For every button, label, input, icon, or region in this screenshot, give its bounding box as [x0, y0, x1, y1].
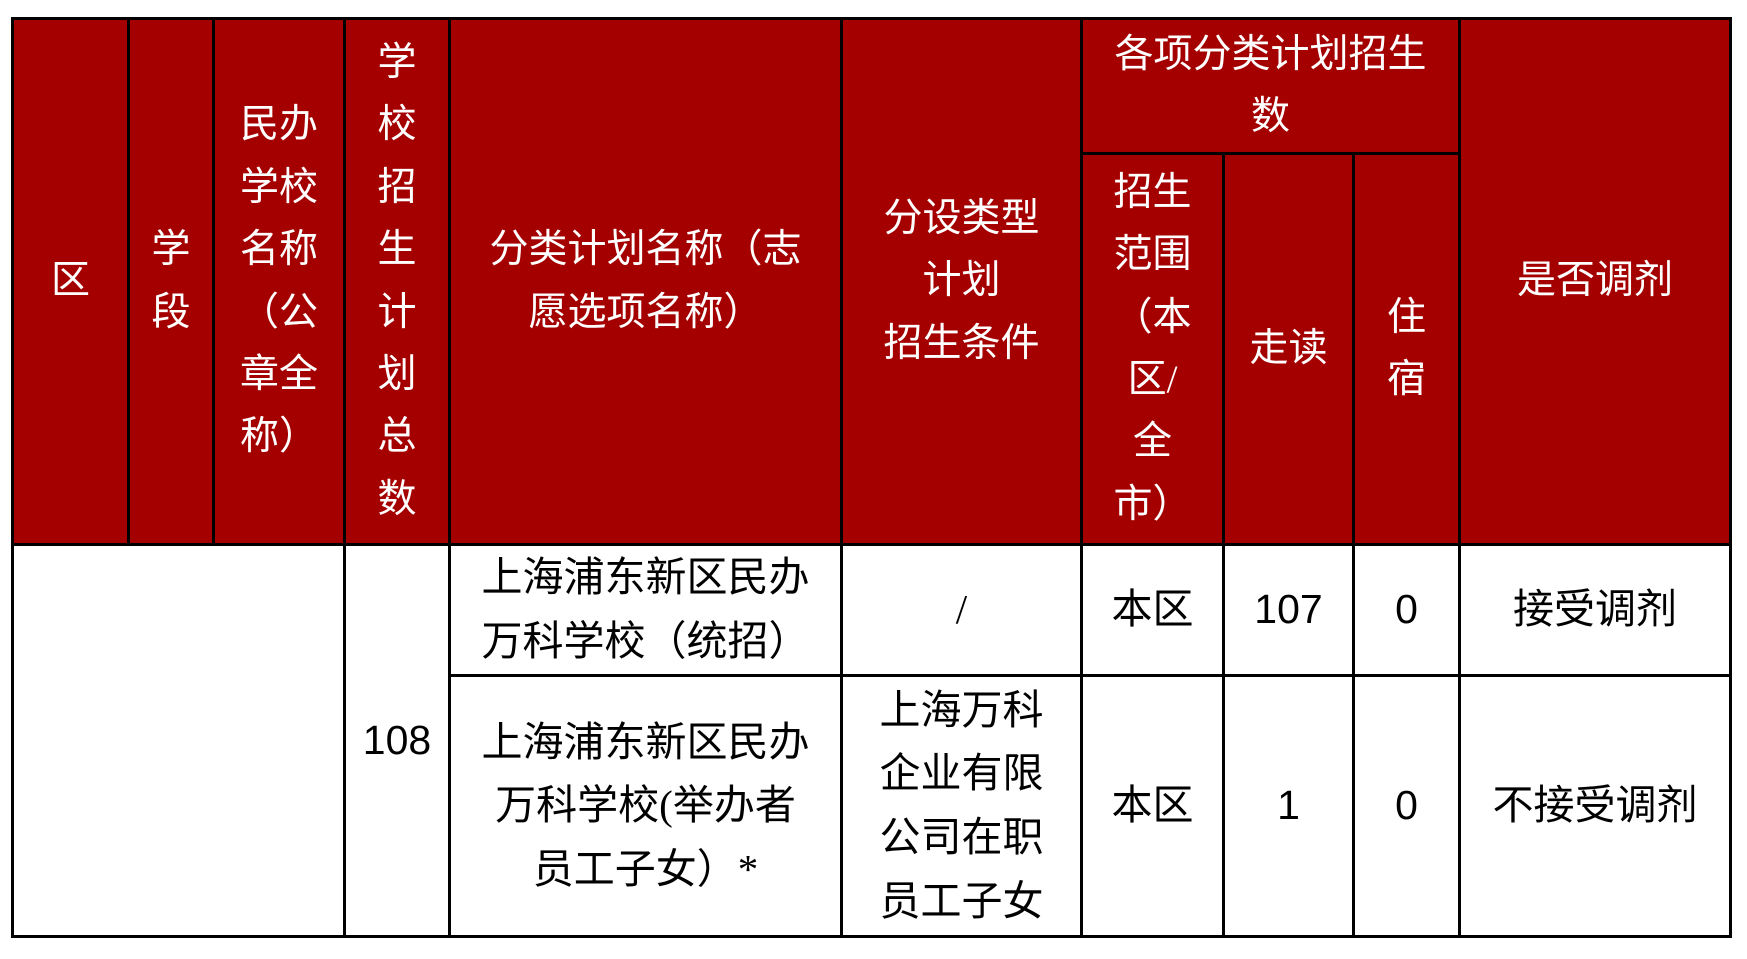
header-stage: 学 段: [127, 17, 215, 546]
header-boarding: 住 宿: [1351, 152, 1462, 546]
header-school-name: 民办 学校 名称 （公 章全 称）: [212, 17, 346, 546]
admission-plan-table: 区 学 段 民办 学校 名称 （公 章全 称） 学 校 招 生 计 划 总 数 …: [11, 17, 1733, 938]
header-category-group: 各项分类计划招生 数: [1079, 17, 1462, 155]
cell-adjustment: 接受调剂: [1458, 543, 1733, 677]
cell-condition: 上海万科 企业有限 公司在职 员工子女: [840, 674, 1083, 938]
redacted-block: [11, 543, 346, 938]
cell-day-student: 107: [1222, 543, 1355, 677]
cell-scope: 本区: [1080, 543, 1225, 677]
header-scope: 招生 范围 （本 区/ 全 市）: [1080, 152, 1225, 546]
cell-condition: /: [840, 543, 1083, 677]
header-type-condition: 分设类型 计划 招生条件: [840, 17, 1083, 546]
header-total-plan: 学 校 招 生 计 划 总 数: [343, 17, 451, 546]
cell-scope: 本区: [1080, 674, 1225, 938]
cell-plan-name: 上海浦东新区民办 万科学校（统招）: [448, 543, 843, 677]
cell-plan-name: 上海浦东新区民办 万科学校(举办者 员工子女）*: [448, 674, 843, 938]
header-district: 区: [11, 17, 130, 546]
cell-adjustment: 不接受调剂: [1458, 674, 1733, 938]
header-day-student: 走读: [1222, 152, 1355, 546]
header-adjustment: 是否调剂: [1458, 17, 1733, 546]
header-plan-name: 分类计划名称（志 愿选项名称）: [448, 17, 843, 546]
cell-day-student: 1: [1222, 674, 1355, 938]
cell-boarding: 0: [1351, 674, 1462, 938]
cell-total-plan: 108: [343, 543, 451, 938]
cell-boarding: 0: [1351, 543, 1462, 677]
table-row: 上海浦东新区民办 万科学校(举办者 员工子女）* 上海万科 企业有限 公司在职 …: [13, 674, 1733, 938]
table-row: 108 上海浦东新区民办 万科学校（统招） / 本区 107 0 接受调剂: [11, 543, 1733, 938]
